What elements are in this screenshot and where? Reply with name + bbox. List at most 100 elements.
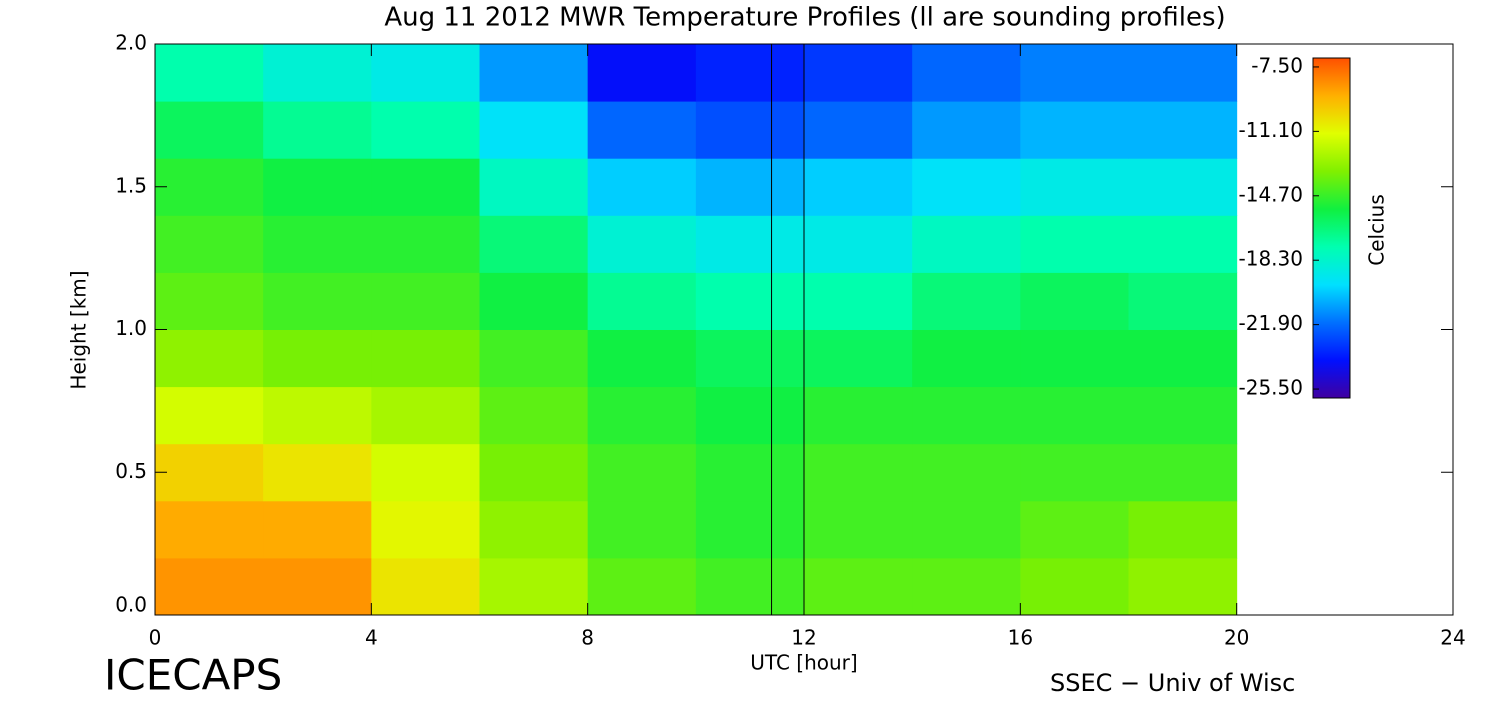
heat-cell	[804, 443, 913, 502]
heat-cell	[263, 272, 372, 330]
y-tick-label: 1.5	[115, 173, 147, 197]
heat-cell	[587, 329, 697, 388]
heat-cell	[371, 557, 480, 616]
heat-cell	[695, 101, 805, 159]
heat-cell	[695, 158, 805, 216]
heat-cell	[479, 329, 589, 388]
x-tick-label: 24	[1440, 626, 1465, 650]
heat-cell	[263, 158, 372, 216]
heat-cell	[371, 443, 480, 502]
heat-cell	[155, 386, 264, 445]
heat-cell	[263, 44, 372, 102]
heat-cell	[587, 500, 697, 559]
footer-right: SSEC − Univ of Wisc	[1050, 669, 1295, 697]
heat-cell	[804, 386, 913, 445]
colorbar-label: Celcius	[1365, 194, 1389, 265]
heat-cell	[371, 101, 480, 159]
heat-cell	[371, 386, 480, 445]
y-tick-label: 0.0	[115, 593, 147, 617]
heat-cell	[479, 272, 589, 330]
heat-cell	[912, 158, 1021, 216]
heat-cell	[695, 44, 805, 102]
heat-cell	[695, 329, 805, 388]
x-axis-label: UTC [hour]	[750, 651, 857, 675]
heat-cell	[263, 386, 372, 445]
heat-cell	[587, 101, 697, 159]
heat-cell	[155, 443, 264, 502]
heat-cell	[479, 386, 589, 445]
chart-title: Aug 11 2012 MWR Temperature Profiles (ll…	[384, 3, 1225, 33]
x-tick-label: 12	[791, 626, 816, 650]
x-tick-label: 8	[581, 626, 594, 650]
heat-cell	[1020, 101, 1129, 159]
heat-cell	[1020, 215, 1129, 273]
heat-cell	[371, 500, 480, 559]
heat-cell	[263, 101, 372, 159]
heat-cell	[479, 557, 589, 616]
heat-cell	[695, 443, 805, 502]
heat-cell	[912, 101, 1021, 159]
heat-cell	[804, 272, 913, 330]
footer-left: ICECAPS	[104, 651, 282, 700]
heat-cell	[804, 329, 913, 388]
heat-cell	[1020, 158, 1129, 216]
heat-cell	[1128, 215, 1238, 273]
heat-cell	[912, 500, 1021, 559]
heat-cell	[1128, 386, 1238, 445]
heat-cell	[155, 158, 264, 216]
heat-cell	[1020, 386, 1129, 445]
heat-cell	[695, 215, 805, 273]
heat-cell	[1128, 272, 1238, 330]
heat-cell	[1020, 557, 1129, 616]
colorbar	[1312, 57, 1351, 399]
heat-cell	[263, 500, 372, 559]
heat-cell	[912, 215, 1021, 273]
y-tick-label: 1.0	[115, 316, 147, 340]
heat-cell	[479, 44, 589, 102]
heat-cell	[479, 215, 589, 273]
heat-cell	[371, 158, 480, 216]
heat-cell	[1020, 443, 1129, 502]
heat-cell	[804, 557, 913, 616]
heat-cell	[1128, 329, 1238, 388]
heat-cell	[804, 44, 913, 102]
heat-cell	[912, 557, 1021, 616]
heat-cell	[804, 158, 913, 216]
heat-cell	[695, 272, 805, 330]
heat-cell	[912, 386, 1021, 445]
colorbar-tick-label: -18.30	[1239, 247, 1303, 271]
heat-cell	[1128, 500, 1238, 559]
heat-cell	[371, 44, 480, 102]
heat-cell	[695, 557, 805, 616]
heat-cell	[912, 272, 1021, 330]
heat-cell	[695, 386, 805, 445]
heat-cell	[155, 101, 264, 159]
heat-cell	[587, 557, 697, 616]
heat-cell	[1128, 443, 1238, 502]
x-tick-label: 0	[149, 626, 162, 650]
heat-cell	[263, 557, 372, 616]
heat-cell	[804, 101, 913, 159]
heat-cell	[1020, 329, 1129, 388]
heat-cell	[371, 215, 480, 273]
y-axis-label: Height [km]	[67, 270, 91, 389]
x-tick-label: 4	[365, 626, 378, 650]
heat-cell	[804, 215, 913, 273]
heat-cell	[587, 215, 697, 273]
heat-cell	[1128, 101, 1238, 159]
heat-cell	[263, 443, 372, 502]
y-tick-label: 0.5	[115, 459, 147, 483]
heat-cell	[1128, 158, 1238, 216]
heat-cell	[912, 329, 1021, 388]
heat-cell	[587, 386, 697, 445]
heat-cell	[155, 272, 264, 330]
y-tick-label: 2.0	[115, 31, 147, 55]
x-tick-label: 20	[1224, 626, 1249, 650]
heat-cell	[1020, 44, 1129, 102]
heat-cell	[155, 329, 264, 388]
heat-cell	[263, 215, 372, 273]
heat-cell	[1128, 44, 1238, 102]
heat-cell	[912, 44, 1021, 102]
heat-cell	[155, 500, 264, 559]
